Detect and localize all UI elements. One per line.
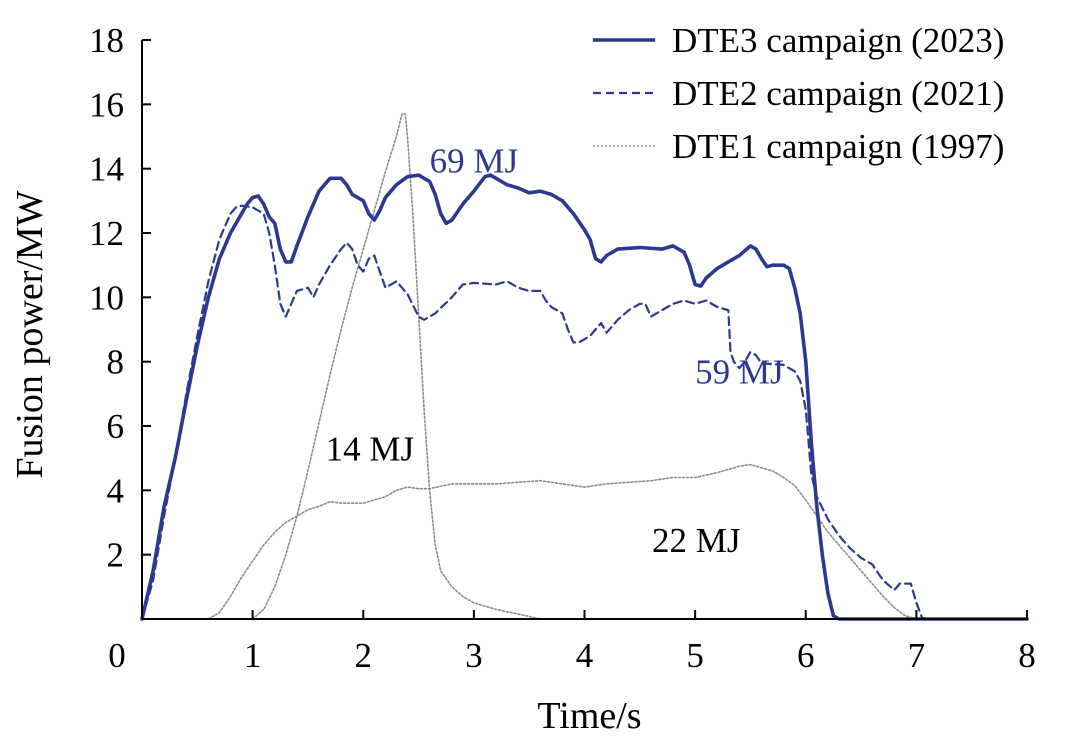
legend: DTE3 campaign (2023) DTE2 campaign (2021)… xyxy=(593,21,1004,166)
y-tick-label: 12 xyxy=(89,214,124,253)
x-tick-label: 2 xyxy=(355,636,373,675)
y-tick-label: 10 xyxy=(89,278,124,317)
y-tick-label: 4 xyxy=(107,471,125,510)
y-tick-label: 14 xyxy=(89,150,124,189)
x-tick-label: 4 xyxy=(576,636,594,675)
x-tick-label: 6 xyxy=(797,636,815,675)
x-tick-label: 0 xyxy=(108,636,126,675)
x-tick-label: 1 xyxy=(244,636,262,675)
series-line-dte3 xyxy=(140,173,1029,621)
x-tick-label: 5 xyxy=(686,636,704,675)
y-tick-label: 18 xyxy=(89,21,124,60)
y-tick-label: 16 xyxy=(89,85,124,124)
x-tick-label: 8 xyxy=(1018,636,1036,675)
y-tick-label: 2 xyxy=(107,536,125,575)
legend-label: DTE2 campaign (2021) xyxy=(672,74,1004,113)
series-line-dte1 xyxy=(251,113,542,620)
annotation-label: 69 MJ xyxy=(430,142,519,181)
annotation-label: 14 MJ xyxy=(326,430,415,469)
x-axis-label: Time/s xyxy=(537,695,641,737)
legend-label: DTE1 campaign (1997) xyxy=(672,127,1004,166)
y-tick-label: 8 xyxy=(107,343,125,382)
legend-label: DTE3 campaign (2023) xyxy=(672,21,1004,60)
axes-layer xyxy=(141,39,1028,620)
x-tick-label: 7 xyxy=(908,636,926,675)
annotation-label: 22 MJ xyxy=(652,521,741,560)
series-line-dte1-secondary xyxy=(207,463,918,620)
x-tick-label: 3 xyxy=(465,636,483,675)
series-line-dte2 xyxy=(140,204,1029,621)
annotation-label: 59 MJ xyxy=(695,352,784,391)
y-tick-label: 6 xyxy=(107,407,125,446)
y-axis-label: Fusion power/MW xyxy=(9,190,51,478)
series-layer xyxy=(140,113,1029,621)
